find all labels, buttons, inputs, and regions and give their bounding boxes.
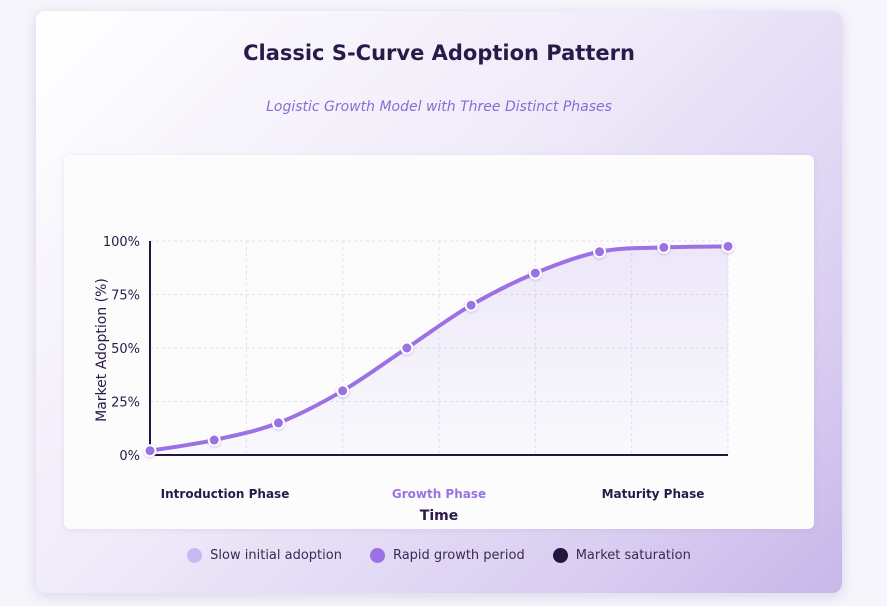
legend-item-slow: Slow initial adoption: [187, 548, 342, 563]
data-point: [207, 433, 221, 447]
data-point: [721, 239, 735, 253]
chart-legend: Slow initial adoption Rapid growth perio…: [36, 548, 842, 563]
data-point: [143, 444, 157, 458]
chart-card: Classic S-Curve Adoption Pattern Logisti…: [36, 11, 842, 593]
data-point: [657, 240, 671, 254]
legend-label-rapid: Rapid growth period: [392, 548, 525, 563]
x-tick-label: Maturity Phase: [602, 487, 705, 501]
chart-subtitle: Logistic Growth Model with Three Distinc…: [266, 99, 612, 115]
y-axis-title: Market Adoption (%): [94, 278, 110, 422]
legend-label-saturation: Market saturation: [575, 548, 691, 563]
y-tick-label: 50%: [111, 342, 140, 357]
data-point: [400, 341, 414, 355]
line-layer: [148, 244, 730, 453]
legend-label-slow: Slow initial adoption: [210, 548, 342, 563]
chart-panel: 0% 25% 50% 75% 100% Introduction Phase Growth …: [64, 155, 814, 529]
x-tick-label: Growth Phase: [392, 487, 486, 501]
area-fill: [150, 246, 728, 455]
y-tick-label: 0%: [119, 449, 140, 464]
x-axis-title: Time: [420, 508, 458, 524]
adoption-line: [148, 244, 730, 453]
x-tick-label: Introduction Phase: [161, 487, 290, 501]
data-point: [336, 384, 350, 398]
data-point: [464, 298, 478, 312]
axis-layer: [149, 241, 728, 456]
legend-swatch-slow: [187, 548, 203, 563]
y-tick-label: 75%: [111, 289, 140, 304]
area-layer: [150, 246, 728, 455]
legend-item-rapid: Rapid growth period: [369, 548, 525, 563]
label-layer: 0% 25% 50% 75% 100% Introduction Phase Growth …: [94, 235, 704, 524]
point-layer: [143, 239, 735, 458]
chart-title: Classic S-Curve Adoption Pattern: [243, 41, 635, 65]
y-tick-label: 25%: [111, 396, 140, 411]
s-curve-chart: 0% 25% 50% 75% 100% Introduction Phase Growth …: [94, 235, 735, 524]
legend-item-saturation: Market saturation: [552, 548, 691, 563]
data-point: [593, 245, 607, 259]
data-point: [528, 266, 542, 280]
legend-swatch-rapid: [369, 548, 385, 563]
y-tick-label: 100%: [103, 235, 140, 250]
data-point: [271, 416, 285, 430]
legend-swatch-saturation: [552, 548, 568, 563]
